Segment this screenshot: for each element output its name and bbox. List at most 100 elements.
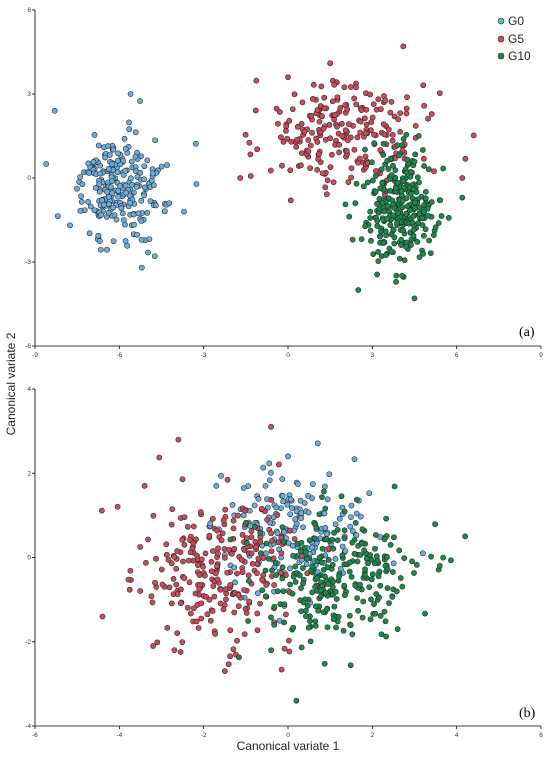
point-g5 bbox=[177, 649, 184, 655]
panel-b-points bbox=[99, 424, 468, 704]
point-g0 bbox=[138, 264, 145, 271]
point-g5 bbox=[339, 133, 346, 139]
point-g0 bbox=[96, 188, 103, 195]
point-g0 bbox=[232, 579, 238, 586]
point-g5 bbox=[336, 141, 343, 148]
point-g5 bbox=[235, 512, 241, 519]
point-g5 bbox=[344, 106, 351, 113]
point-g5 bbox=[331, 81, 338, 88]
point-g10 bbox=[393, 279, 399, 285]
point-g5 bbox=[200, 564, 206, 570]
point-g10 bbox=[258, 550, 264, 557]
point-g10 bbox=[422, 610, 428, 617]
point-g10 bbox=[381, 608, 388, 615]
point-g10 bbox=[309, 563, 316, 570]
point-g0 bbox=[86, 170, 92, 176]
point-g0 bbox=[281, 529, 287, 535]
point-g10 bbox=[316, 511, 323, 518]
point-g5 bbox=[381, 131, 388, 138]
point-g5 bbox=[330, 179, 337, 186]
point-g0 bbox=[138, 197, 145, 204]
point-g10 bbox=[377, 582, 384, 589]
point-g10 bbox=[370, 251, 377, 257]
point-g0 bbox=[77, 174, 84, 180]
point-g10 bbox=[368, 237, 374, 244]
point-g0 bbox=[141, 192, 147, 199]
point-g5 bbox=[329, 98, 336, 105]
point-g10 bbox=[324, 606, 330, 613]
y-tick-label: 2 bbox=[27, 470, 31, 477]
point-g0 bbox=[357, 513, 364, 520]
point-g10 bbox=[329, 536, 336, 543]
point-g5 bbox=[425, 115, 431, 122]
point-g10 bbox=[359, 540, 365, 547]
point-g10 bbox=[367, 616, 374, 623]
point-g0 bbox=[119, 210, 126, 217]
point-g5 bbox=[298, 162, 304, 169]
series-g10-panel-b bbox=[227, 483, 468, 704]
point-g10 bbox=[420, 251, 426, 257]
point-g5 bbox=[278, 569, 285, 576]
point-g10 bbox=[352, 520, 359, 526]
point-g5 bbox=[248, 550, 255, 557]
point-g5 bbox=[389, 137, 396, 144]
point-g5 bbox=[210, 515, 216, 522]
point-g10 bbox=[304, 555, 310, 562]
point-g5 bbox=[387, 109, 394, 116]
point-g5 bbox=[420, 82, 427, 89]
point-g5 bbox=[369, 114, 376, 121]
point-g10 bbox=[361, 547, 367, 554]
point-g0 bbox=[128, 158, 135, 165]
point-g10 bbox=[416, 254, 423, 260]
point-g10 bbox=[363, 555, 370, 562]
point-g5 bbox=[283, 611, 289, 618]
point-g5 bbox=[287, 167, 294, 174]
point-g5 bbox=[348, 165, 355, 172]
point-g5 bbox=[354, 134, 361, 141]
point-g10 bbox=[322, 590, 329, 596]
point-g10 bbox=[399, 273, 405, 279]
point-g10 bbox=[341, 582, 348, 589]
point-g0 bbox=[115, 194, 121, 200]
point-g0 bbox=[278, 505, 284, 511]
point-g10 bbox=[387, 541, 394, 548]
point-g5 bbox=[316, 118, 323, 125]
point-g5 bbox=[145, 536, 151, 543]
point-g5 bbox=[363, 106, 370, 113]
point-g5 bbox=[174, 591, 181, 597]
point-g10 bbox=[317, 587, 324, 594]
point-g0 bbox=[137, 98, 143, 104]
point-g10 bbox=[257, 529, 264, 536]
point-g5 bbox=[220, 606, 227, 613]
panel-b-label: (b) bbox=[519, 706, 536, 721]
point-g5 bbox=[252, 107, 259, 114]
point-g10 bbox=[314, 574, 321, 581]
point-g10 bbox=[411, 295, 418, 302]
point-g10 bbox=[333, 596, 340, 602]
point-g5 bbox=[180, 558, 186, 565]
point-g10 bbox=[370, 177, 376, 184]
point-g10 bbox=[400, 178, 407, 185]
point-g0 bbox=[279, 476, 286, 482]
point-g5 bbox=[215, 545, 221, 552]
point-g5 bbox=[194, 562, 201, 568]
point-g5 bbox=[370, 101, 377, 107]
point-g5 bbox=[279, 162, 285, 169]
point-g5 bbox=[234, 570, 240, 577]
point-g5 bbox=[308, 112, 315, 119]
point-g10 bbox=[384, 157, 391, 164]
point-g0 bbox=[273, 504, 280, 511]
point-g5 bbox=[294, 124, 301, 130]
point-g0 bbox=[145, 249, 151, 256]
point-g0 bbox=[134, 231, 140, 238]
point-g0 bbox=[114, 169, 121, 176]
point-g10 bbox=[269, 567, 275, 574]
point-g5 bbox=[269, 537, 275, 544]
point-g0 bbox=[138, 218, 145, 224]
point-g10 bbox=[349, 539, 356, 546]
point-g10 bbox=[423, 195, 429, 202]
point-g5 bbox=[268, 424, 274, 430]
point-g5 bbox=[268, 497, 275, 503]
